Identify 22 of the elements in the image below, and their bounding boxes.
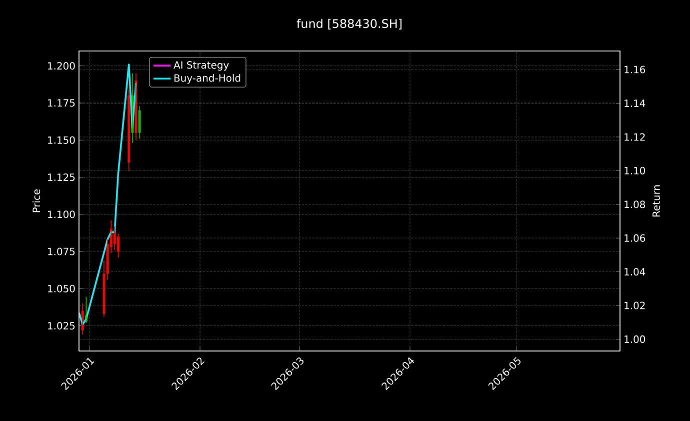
- y-tick-label: 1.025: [48, 322, 75, 330]
- y-tick-label: 1.075: [48, 248, 75, 256]
- y-tick-label: 1.125: [48, 173, 75, 181]
- y-tick-label: 1.100: [48, 210, 75, 218]
- chart-title: fund [588430.SH]: [296, 18, 402, 30]
- y2-axis-title: Return: [652, 185, 660, 217]
- y2-tick-label: 1.12: [624, 133, 645, 141]
- y-tick-label: 1.050: [48, 284, 75, 292]
- y-axis-title: Price: [32, 189, 40, 212]
- y2-tick-label: 1.16: [624, 66, 646, 74]
- y2-tick-label: 1.04: [624, 268, 646, 276]
- y-tick-label: 1.175: [48, 99, 75, 107]
- y-tick-label: 1.150: [48, 136, 75, 144]
- y-tick-label: 1.200: [48, 62, 75, 70]
- y2-tick-label: 1.02: [624, 302, 645, 310]
- legend-label: AI Strategy: [174, 61, 229, 71]
- y2-tick-label: 1.06: [624, 234, 646, 242]
- y2-tick-label: 1.00: [624, 335, 646, 343]
- y2-tick-label: 1.14: [624, 100, 646, 107]
- y2-tick-label: 1.10: [624, 166, 646, 174]
- y2-tick-label: 1.08: [624, 200, 646, 208]
- legend-label: Buy-and-Hold: [174, 74, 240, 84]
